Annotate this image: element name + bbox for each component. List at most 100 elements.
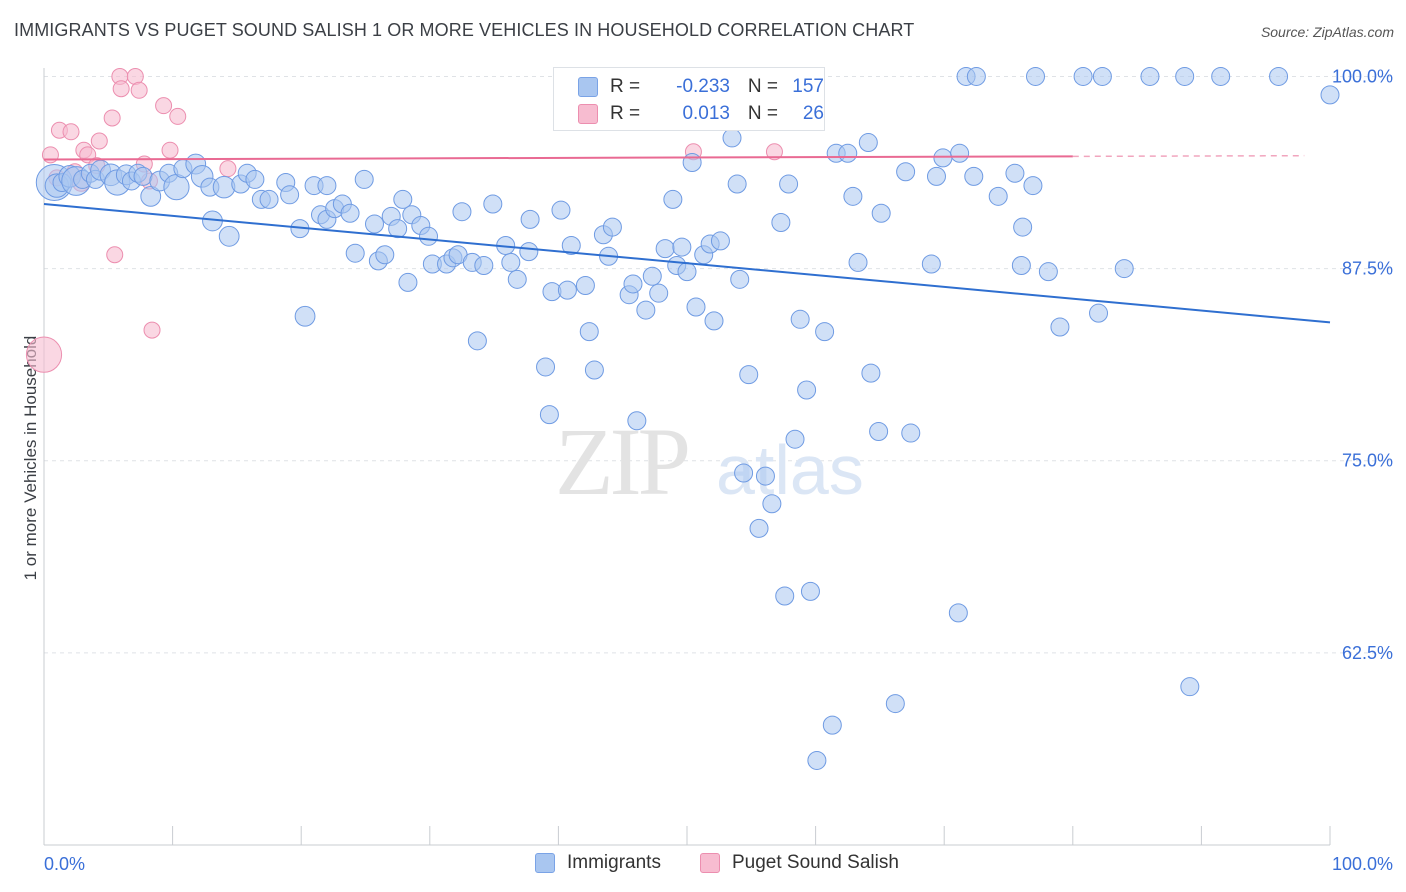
data-point-immigrants bbox=[1089, 303, 1109, 323]
data-point-immigrants bbox=[739, 365, 759, 385]
data-point-immigrants bbox=[790, 309, 810, 329]
data-point-immigrants bbox=[807, 750, 827, 770]
data-point-puget-sound-salish bbox=[219, 160, 237, 178]
x-tick-label: 0.0% bbox=[44, 854, 85, 874]
legend-label-puget-sound-salish: Puget Sound Salish bbox=[732, 852, 899, 873]
stats-row-immigrants: R = -0.233 N = 157 bbox=[578, 75, 824, 99]
data-point-immigrants bbox=[843, 186, 863, 206]
swatch-immigrants bbox=[578, 77, 598, 97]
data-point-immigrants bbox=[474, 256, 494, 276]
data-point-puget-sound-salish bbox=[143, 321, 161, 339]
data-point-immigrants bbox=[1050, 317, 1070, 337]
data-point-puget-sound-salish bbox=[130, 81, 148, 99]
trend-lines bbox=[43, 154, 1331, 324]
data-point-immigrants bbox=[519, 242, 539, 262]
data-point-immigrants bbox=[419, 226, 439, 246]
x-tick-label: 100.0% bbox=[1332, 854, 1393, 874]
stats-legend: R = -0.233 N = 157 R = 0.013 N = 26 bbox=[553, 67, 825, 131]
data-point-immigrants bbox=[163, 174, 190, 201]
data-point-immigrants bbox=[988, 186, 1008, 206]
trend-line-puget-sound-salish-extension bbox=[1072, 154, 1305, 158]
data-point-immigrants bbox=[1038, 262, 1058, 282]
data-point-immigrants bbox=[749, 518, 769, 538]
data-point-immigrants bbox=[345, 243, 365, 263]
data-point-immigrants bbox=[710, 231, 730, 251]
legend-label-immigrants: Immigrants bbox=[567, 852, 661, 873]
y-tick-label: 100.0% bbox=[1332, 66, 1393, 86]
data-point-immigrants bbox=[218, 225, 240, 247]
data-point-immigrants bbox=[815, 322, 835, 342]
data-point-immigrants bbox=[294, 305, 316, 327]
data-point-immigrants bbox=[672, 237, 692, 257]
data-point-immigrants bbox=[354, 169, 374, 189]
data-point-immigrants bbox=[584, 360, 604, 380]
data-point-immigrants bbox=[388, 219, 408, 239]
data-point-immigrants bbox=[1180, 677, 1200, 697]
data-point-immigrants bbox=[483, 194, 503, 214]
r-label: R = bbox=[610, 103, 641, 124]
data-point-immigrants bbox=[1005, 163, 1025, 183]
n-label: N = bbox=[747, 76, 778, 97]
r-value: 0.013 bbox=[682, 103, 730, 124]
data-point-immigrants bbox=[467, 331, 487, 351]
data-point-immigrants bbox=[280, 185, 300, 205]
data-point-immigrants bbox=[848, 252, 868, 272]
data-point-immigrants bbox=[926, 166, 946, 186]
swatch-puget-sound-salish bbox=[578, 104, 598, 124]
legend-swatch-immigrants bbox=[535, 853, 555, 873]
data-point-immigrants bbox=[340, 203, 360, 223]
data-point-immigrants bbox=[1269, 66, 1289, 86]
data-point-immigrants bbox=[727, 174, 747, 194]
data-point-immigrants bbox=[627, 411, 647, 431]
data-point-puget-sound-salish bbox=[62, 123, 80, 141]
data-point-immigrants bbox=[686, 297, 706, 317]
data-point-immigrants bbox=[964, 166, 984, 186]
data-point-immigrants bbox=[663, 189, 683, 209]
data-point-immigrants bbox=[140, 185, 162, 207]
data-point-immigrants bbox=[133, 166, 153, 186]
gridlines bbox=[44, 75, 1395, 654]
data-point-immigrants bbox=[682, 153, 702, 173]
n-value: 26 bbox=[802, 103, 824, 124]
data-point-immigrants bbox=[539, 405, 559, 425]
data-point-immigrants bbox=[557, 280, 577, 300]
r-label: R = bbox=[610, 76, 641, 97]
data-point-puget-sound-salish bbox=[103, 109, 121, 127]
data-point-immigrants bbox=[551, 200, 571, 220]
data-point-immigrants bbox=[1175, 66, 1195, 86]
watermark: ZIP atlas bbox=[555, 408, 864, 515]
series-legend: Immigrants Puget Sound Salish bbox=[0, 852, 1406, 878]
data-point-immigrants bbox=[317, 176, 337, 196]
tick-labels: 62.5% 75.0% 87.5% 100.0% 0.0% 100.0% bbox=[44, 66, 1393, 874]
data-point-puget-sound-salish bbox=[161, 141, 179, 159]
data-point-immigrants bbox=[762, 494, 782, 514]
legend-item-immigrants[interactable]: Immigrants bbox=[535, 852, 661, 874]
data-point-immigrants bbox=[869, 422, 889, 442]
data-point-immigrants bbox=[1013, 217, 1033, 237]
legend-item-puget-sound-salish[interactable]: Puget Sound Salish bbox=[700, 852, 899, 874]
data-point-immigrants bbox=[561, 236, 581, 256]
data-point-immigrants bbox=[797, 380, 817, 400]
data-point-immigrants bbox=[245, 169, 265, 189]
y-tick-label: 62.5% bbox=[1342, 643, 1393, 663]
data-point-immigrants bbox=[730, 269, 750, 289]
chart-title: IMMIGRANTS VS PUGET SOUND SALISH 1 OR MO… bbox=[14, 20, 915, 40]
data-point-immigrants bbox=[677, 262, 697, 282]
data-point-immigrants bbox=[1011, 256, 1031, 276]
data-point-immigrants bbox=[921, 254, 941, 274]
r-value: -0.233 bbox=[676, 76, 730, 97]
data-point-immigrants bbox=[950, 143, 970, 163]
data-point-immigrants bbox=[779, 174, 799, 194]
data-point-immigrants bbox=[452, 202, 472, 222]
data-point-puget-sound-salish bbox=[169, 107, 187, 125]
data-point-immigrants bbox=[896, 162, 916, 182]
data-point-immigrants bbox=[1023, 176, 1043, 196]
data-point-immigrants bbox=[602, 217, 622, 237]
data-point-immigrants bbox=[501, 252, 521, 272]
data-point-immigrants bbox=[838, 143, 858, 163]
data-point-immigrants bbox=[1320, 85, 1340, 105]
data-point-puget-sound-salish bbox=[90, 132, 108, 150]
data-point-immigrants bbox=[775, 586, 795, 606]
data-point-puget-sound-salish bbox=[25, 336, 63, 373]
